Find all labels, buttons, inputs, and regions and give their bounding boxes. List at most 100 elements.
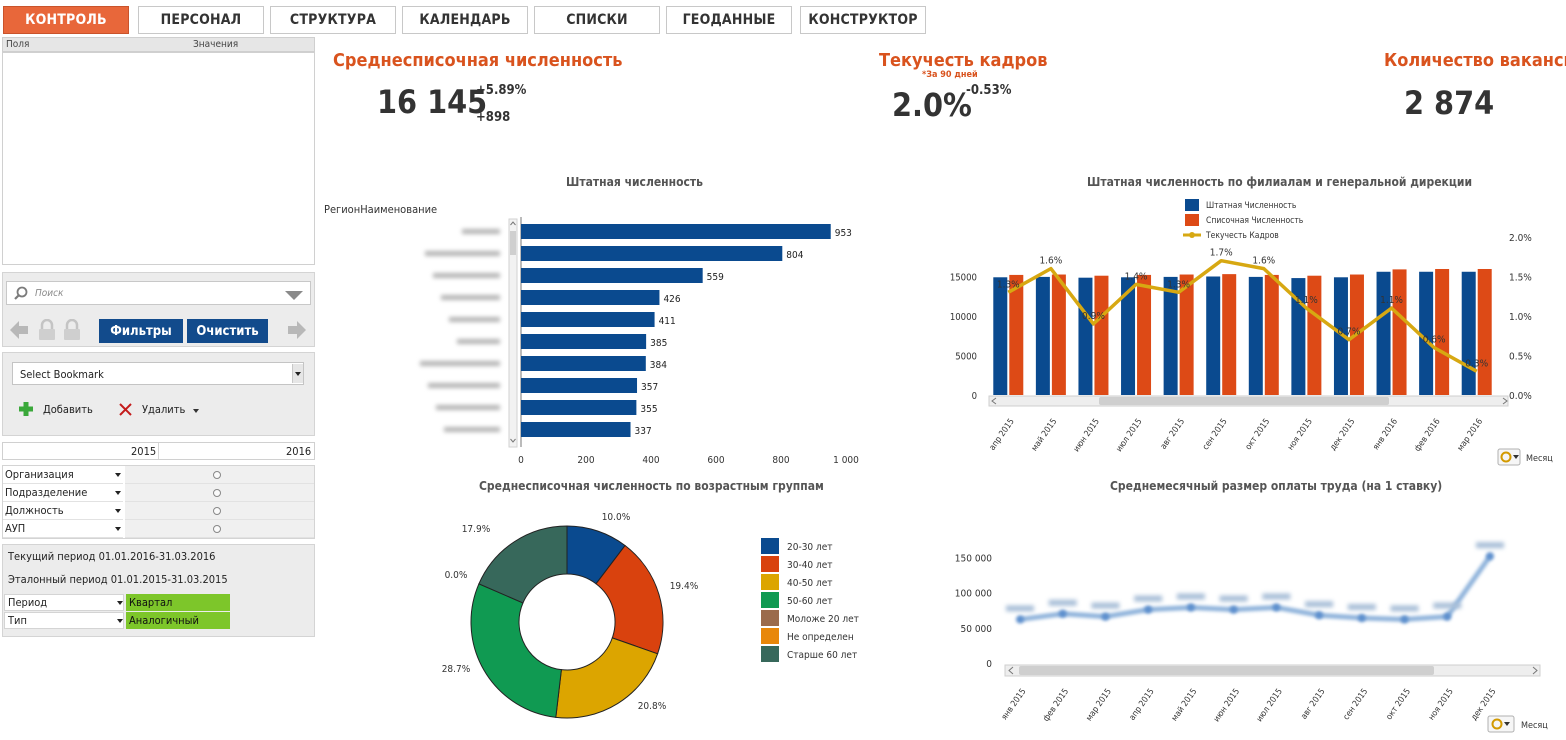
filters-button-label: Фильтры bbox=[110, 323, 172, 339]
fields-table-header: Поля Значения bbox=[2, 37, 315, 52]
salary-point-label-blurred bbox=[1176, 593, 1205, 600]
period-value[interactable]: Квартал bbox=[126, 594, 230, 611]
x-tick-label: ноя 2015 bbox=[1286, 417, 1315, 452]
y-tick-label: 15000 bbox=[950, 273, 977, 284]
bar bbox=[521, 290, 660, 305]
salary-point bbox=[1058, 609, 1067, 618]
donut-slice bbox=[470, 583, 562, 718]
salary-point-label-blurred bbox=[1476, 542, 1504, 549]
filters-button[interactable]: Фильтры bbox=[99, 319, 183, 343]
bar-staff bbox=[993, 277, 1008, 395]
donut-slice bbox=[478, 525, 568, 604]
type-value[interactable]: Аналогичный bbox=[126, 612, 230, 629]
y2-tick-label: 1.5% bbox=[1509, 273, 1532, 284]
turnover-point-label: 1.6% bbox=[1252, 256, 1275, 267]
kpi-headcount-value: 16 145 bbox=[377, 83, 488, 121]
legend-swatch bbox=[761, 574, 779, 590]
tab-control[interactable]: КОНТРОЛЬ bbox=[3, 6, 129, 34]
y-tick-label: 100 000 bbox=[955, 589, 992, 600]
slice-label: 20.8% bbox=[638, 701, 667, 712]
filter-dropdown-icon[interactable] bbox=[115, 473, 121, 477]
salary-point bbox=[1443, 612, 1452, 621]
forward-arrow-icon[interactable] bbox=[286, 319, 308, 344]
tab-geodata[interactable]: ГЕОДАННЫЕ bbox=[666, 6, 792, 34]
bar-list bbox=[1179, 274, 1194, 395]
x-tick-label: сен 2015 bbox=[1201, 417, 1230, 452]
filter-label: Должность bbox=[3, 502, 123, 520]
bar-value-label: 337 bbox=[635, 426, 652, 437]
bar-staff bbox=[1461, 271, 1476, 395]
search-input[interactable]: Поиск bbox=[6, 281, 311, 305]
bar-staff bbox=[1248, 276, 1263, 395]
scroll-up-icon bbox=[510, 221, 516, 226]
clear-button-label: Очистить bbox=[196, 323, 259, 339]
bar-list bbox=[1477, 268, 1492, 395]
fields-table-body[interactable] bbox=[2, 52, 315, 265]
dimension-button-label: Месяц bbox=[1526, 454, 1553, 464]
bar bbox=[521, 334, 647, 349]
scroll-right-icon bbox=[1532, 666, 1538, 675]
x-tick-label: окт 2015 bbox=[1244, 417, 1273, 452]
scroll-right-icon bbox=[1502, 397, 1508, 405]
lock-icon[interactable] bbox=[37, 318, 57, 344]
year-range[interactable]: 2015 2016 bbox=[2, 442, 315, 460]
bar-value-label: 559 bbox=[707, 272, 724, 283]
filter-dropdown-icon[interactable] bbox=[115, 509, 121, 513]
bar-staff bbox=[1163, 276, 1178, 395]
legend-label: Моложе 20 лет bbox=[787, 614, 859, 625]
bar-list bbox=[1264, 274, 1279, 395]
bar-staff bbox=[1376, 271, 1391, 395]
filter-label: Подразделение bbox=[3, 484, 123, 502]
category-label-blurred bbox=[436, 405, 500, 410]
bar-value-label: 384 bbox=[650, 360, 667, 371]
tab-personnel[interactable]: ПЕРСОНАЛ bbox=[138, 6, 264, 34]
filter-organization[interactable]: Организация bbox=[3, 466, 314, 484]
chart-branches-combo: Штатная Численность Списочная Численность… bbox=[950, 199, 1553, 466]
clear-button[interactable]: Очистить bbox=[187, 319, 268, 343]
bookmark-dropdown-button[interactable] bbox=[292, 364, 303, 383]
y2-tick-label: 0.0% bbox=[1509, 391, 1532, 402]
bookmark-select[interactable]: Select Bookmark bbox=[12, 362, 304, 385]
chart-staff-hbar: 953 804 559 426 411 385 384 357 355 337 0 200 400 600… bbox=[420, 217, 859, 466]
tab-constructor[interactable]: КОНСТРУКТОР bbox=[800, 6, 926, 34]
salary-point bbox=[1272, 603, 1281, 612]
tab-calendar[interactable]: КАЛЕНДАРЬ bbox=[402, 6, 528, 34]
scroll-left-icon bbox=[991, 397, 997, 405]
filter-aup[interactable]: АУП bbox=[3, 520, 314, 538]
salary-point bbox=[1357, 614, 1366, 623]
filter-indicator-icon bbox=[213, 525, 221, 533]
bar-list bbox=[1392, 269, 1407, 395]
bar bbox=[521, 246, 783, 261]
tab-lists[interactable]: СПИСКИ bbox=[534, 6, 660, 34]
caret-down-icon bbox=[1513, 455, 1519, 459]
scroll-down-icon bbox=[510, 438, 516, 443]
period-dropdown-icon[interactable] bbox=[117, 601, 123, 605]
legend-label: 20-30 лет bbox=[787, 542, 833, 553]
legend-swatch bbox=[761, 610, 779, 626]
year-start: 2015 bbox=[131, 445, 157, 458]
salary-point bbox=[1400, 615, 1409, 624]
category-label-blurred bbox=[441, 295, 500, 300]
back-arrow-icon[interactable] bbox=[8, 319, 30, 344]
tab-structure[interactable]: СТРУКТУРА bbox=[270, 6, 396, 34]
type-row[interactable]: Тип Аналогичный bbox=[4, 612, 230, 629]
type-dropdown-icon[interactable] bbox=[117, 619, 123, 623]
filter-position[interactable]: Должность bbox=[3, 502, 314, 520]
bar-staff bbox=[1121, 277, 1136, 395]
unlock-icon[interactable] bbox=[62, 318, 82, 344]
add-bookmark-button[interactable]: Добавить bbox=[18, 400, 103, 420]
bar-value-label: 804 bbox=[786, 250, 803, 261]
period-row[interactable]: Период Квартал bbox=[4, 594, 230, 611]
legend-swatch bbox=[761, 592, 779, 608]
filter-dropdown-icon[interactable] bbox=[115, 491, 121, 495]
filter-indicator-icon bbox=[213, 489, 221, 497]
current-period: Текущий период 01.01.2016-31.03.2016 bbox=[8, 550, 216, 563]
salary-point-label-blurred bbox=[1305, 601, 1334, 608]
delete-bookmark-button[interactable]: Удалить bbox=[118, 400, 203, 420]
slice-label: 0.0% bbox=[445, 570, 468, 581]
search-dropdown-icon[interactable] bbox=[285, 291, 303, 300]
filter-department[interactable]: Подразделение bbox=[3, 484, 314, 502]
turnover-point-label: 1.7% bbox=[1210, 248, 1233, 259]
bar-staff bbox=[1419, 271, 1434, 395]
filter-dropdown-icon[interactable] bbox=[115, 527, 121, 531]
